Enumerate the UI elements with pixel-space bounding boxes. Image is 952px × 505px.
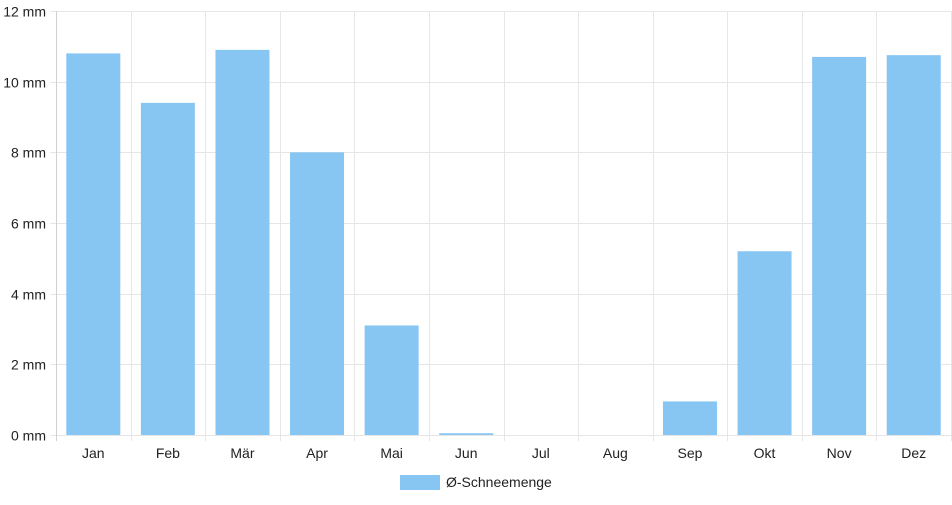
x-tick-label: Aug [603,445,628,461]
x-tick-label: Apr [306,445,328,461]
x-tick-label: Okt [754,445,776,461]
grid [50,11,952,441]
x-tick-label: Jul [532,445,550,461]
bar-Okt[interactable] [737,251,792,435]
y-tick-label: 8 mm [11,145,46,161]
y-axis: 0 mm 2 mm 4 mm 6 mm 8 mm 10 mm 12 mm [3,4,46,444]
x-tick-label: Jun [455,445,478,461]
x-tick-label: Nov [827,445,852,461]
legend-label[interactable]: Ø-Schneemenge [446,474,552,490]
x-tick-label: Dez [901,445,926,461]
legend-swatch[interactable] [400,475,440,490]
bar-Dez[interactable] [886,55,941,436]
x-tick-label: Mai [380,445,403,461]
bar-Jan[interactable] [66,53,121,436]
x-tick-label: Sep [677,445,702,461]
bar-Mär[interactable] [215,49,270,435]
x-tick-label: Mär [230,445,254,461]
bars [66,49,941,436]
bar-Feb[interactable] [140,102,195,435]
y-tick-label: 4 mm [11,287,46,303]
bar-Sep[interactable] [662,401,717,435]
y-tick-label: 12 mm [3,4,46,20]
y-tick-label: 10 mm [3,75,46,91]
bar-Nov[interactable] [812,56,867,435]
y-tick-label: 6 mm [11,216,46,232]
x-axis: Jan Feb Mär Apr Mai Jun Jul Aug Sep Okt Nov Dez [82,445,926,461]
bar-Jun[interactable] [439,433,494,435]
legend[interactable]: Ø-Schneemenge [400,474,552,490]
bar-Apr[interactable] [290,152,345,436]
bar-Mai[interactable] [364,325,419,435]
y-tick-label: 0 mm [11,428,46,444]
x-tick-label: Jan [82,445,105,461]
y-tick-label: 2 mm [11,357,46,373]
x-tick-label: Feb [156,445,180,461]
